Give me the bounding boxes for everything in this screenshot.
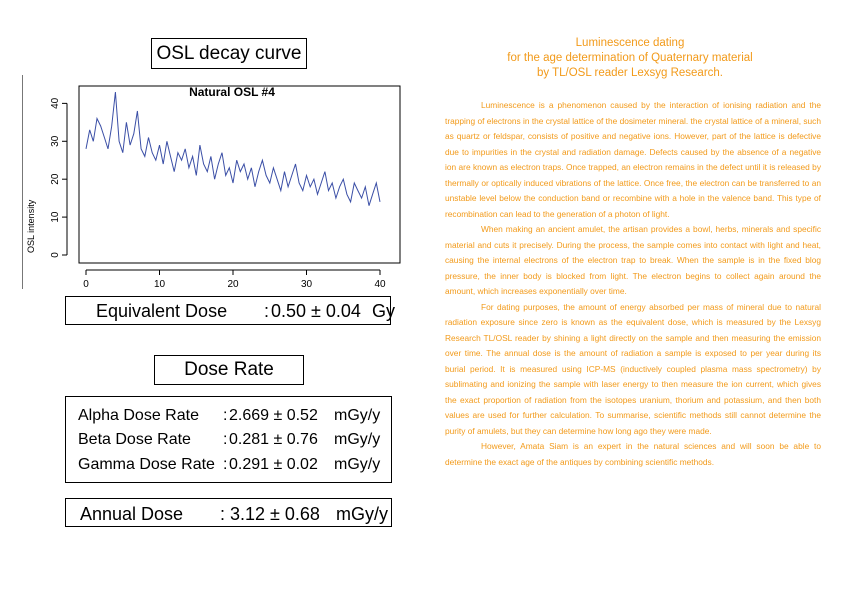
beta-value: 0.281 ± 0.76	[229, 431, 318, 448]
osl-decay-title: OSL decay curve	[151, 38, 307, 69]
dose-rate-title-text: Dose Rate	[184, 359, 274, 380]
article-title-line: for the age determination of Quaternary …	[507, 52, 753, 64]
article-title-line: by TL/OSL reader Lexsyg Research.	[536, 67, 723, 79]
equivalent-dose-unit: Gy	[372, 301, 396, 321]
x-tick-label: 40	[374, 279, 386, 290]
x-tick-label: 30	[301, 279, 313, 290]
chart-title: Natural OSL #4	[189, 85, 275, 99]
article-title: Luminescence dating for the age determin…	[440, 36, 820, 81]
y-axis: 0 10 20 30 40	[50, 97, 68, 258]
article-paragraph: For dating purposes, the amount of energ…	[445, 301, 821, 436]
dose-rates-box: Alpha Dose Rate : 2.669 ± 0.52 mGy/y Bet…	[65, 396, 392, 483]
gamma-sep: :	[223, 456, 228, 473]
dose-rate-title: Dose Rate	[154, 355, 304, 385]
alpha-unit: mGy/y	[334, 407, 381, 424]
alpha-sep: :	[223, 407, 228, 424]
y-tick-label: 30	[50, 135, 61, 147]
y-tick-label: 0	[50, 252, 61, 258]
series-line	[85, 91, 381, 206]
equivalent-dose-box: Equivalent Dose : 0.50 ± 0.04 Gy	[65, 296, 395, 325]
osl-chart: Natural OSL #4 0 10 20 30 40 0 10 20 30 40 OSL i…	[26, 85, 401, 290]
alpha-value: 2.669 ± 0.52	[229, 407, 318, 424]
beta-sep: :	[223, 431, 228, 448]
annual-dose-value: 3.12 ± 0.68	[230, 504, 320, 524]
x-tick-label: 20	[227, 279, 239, 290]
article-paragraph: However, Amata Siam is an expert in the …	[445, 441, 821, 467]
x-tick-label: 0	[83, 279, 89, 290]
equivalent-dose-value: 0.50 ± 0.04	[271, 301, 361, 321]
article-title-line: Luminescence dating	[575, 37, 685, 49]
article-body: Luminescence is a phenomenon caused by t…	[445, 98, 821, 470]
equivalent-dose-label: Equivalent Dose	[96, 301, 228, 321]
annual-dose-label: Annual Dose	[80, 504, 184, 524]
divider-line	[22, 75, 23, 289]
annual-dose-unit: mGy/y	[336, 504, 388, 524]
article-paragraph: Luminescence is a phenomenon caused by t…	[445, 100, 821, 219]
x-tick-label: 10	[154, 279, 166, 290]
y-axis-label: OSL intensity	[26, 199, 36, 253]
article-paragraph: When making an ancient amulet, the artis…	[445, 224, 821, 296]
beta-unit: mGy/y	[334, 431, 381, 448]
equivalent-dose-sep: :	[264, 301, 270, 321]
y-tick-label: 40	[50, 97, 61, 109]
plot-frame	[78, 85, 401, 264]
beta-label: Beta Dose Rate	[78, 431, 191, 448]
y-tick-label: 10	[50, 211, 61, 223]
osl-decay-title-text: OSL decay curve	[156, 42, 302, 64]
gamma-value: 0.291 ± 0.02	[229, 456, 318, 473]
gamma-unit: mGy/y	[334, 456, 381, 473]
y-tick-label: 20	[50, 173, 61, 185]
annual-dose-sep: :	[220, 504, 226, 524]
annual-dose-box: Annual Dose : 3.12 ± 0.68 mGy/y	[65, 498, 392, 527]
x-axis: 0 10 20 30 40	[83, 269, 386, 290]
alpha-label: Alpha Dose Rate	[78, 407, 199, 424]
gamma-label: Gamma Dose Rate	[78, 456, 215, 473]
